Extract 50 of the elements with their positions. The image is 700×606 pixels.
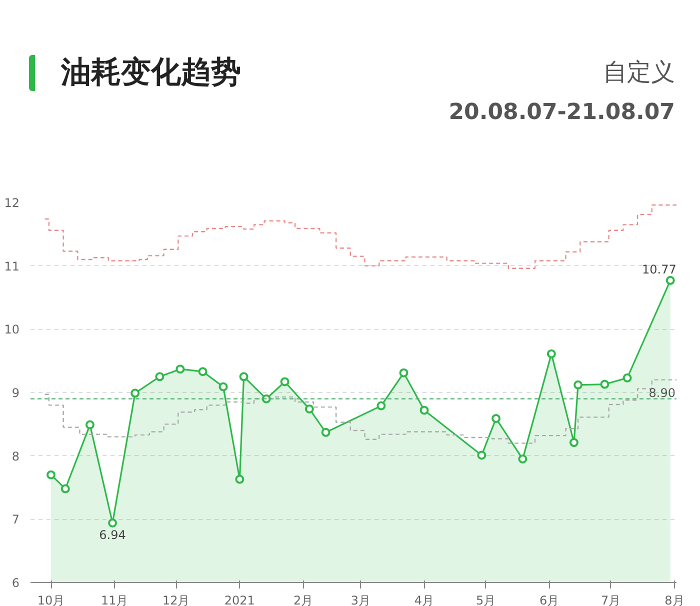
x-tick-label: 12月: [162, 594, 190, 606]
point: [235, 474, 244, 484]
x-tick-label: 3月: [350, 594, 370, 606]
point: [321, 428, 330, 437]
x-tick-label: 2月: [293, 594, 314, 606]
point: [218, 382, 228, 392]
point: [518, 454, 528, 464]
point: [85, 420, 94, 430]
point: [155, 372, 164, 382]
chart-subtitle: 20.08.07-21.08.07: [448, 99, 675, 127]
point: [574, 380, 583, 390]
data-label: 10.77: [642, 262, 676, 276]
ref-line-label: 8.90: [648, 386, 676, 400]
point: [280, 377, 290, 386]
y-tick-label: 6: [12, 576, 20, 590]
x-tick-label: 2021: [224, 594, 255, 606]
y-tick-label: 8: [12, 449, 20, 464]
point: [130, 388, 140, 398]
point: [304, 404, 314, 414]
x-tick-label: 5月: [476, 594, 496, 606]
point: [376, 401, 386, 410]
x-tick-label: 8月: [664, 594, 684, 606]
x-tick-label: 4月: [414, 594, 434, 606]
y-tick-label: 12: [4, 196, 20, 210]
x-tick-label: 11月: [100, 594, 128, 606]
point: [399, 368, 408, 378]
point: [492, 414, 501, 423]
point: [600, 380, 610, 389]
point: [622, 373, 632, 382]
chart-title: 油耗变化趋势: [29, 55, 241, 91]
point: [477, 450, 486, 460]
point: [420, 406, 429, 415]
point: [176, 364, 185, 374]
point: [46, 470, 56, 480]
point: [198, 367, 208, 376]
point: [108, 518, 118, 528]
y-tick-label: 9: [12, 386, 20, 400]
x-tick-label: 7月: [601, 594, 621, 606]
x-tick-label: 6月: [540, 594, 560, 606]
x-tick-label: 10月: [37, 594, 65, 606]
point: [569, 438, 578, 448]
text: 自定义: [603, 57, 675, 88]
y-tick-label: 11: [4, 259, 20, 274]
point: [666, 276, 675, 285]
y-tick-label: 10: [4, 322, 20, 337]
point: [60, 484, 70, 494]
point: [546, 349, 556, 358]
point: [239, 372, 248, 382]
data-label: 6.94: [99, 528, 126, 542]
y-tick-label: 7: [12, 512, 20, 527]
